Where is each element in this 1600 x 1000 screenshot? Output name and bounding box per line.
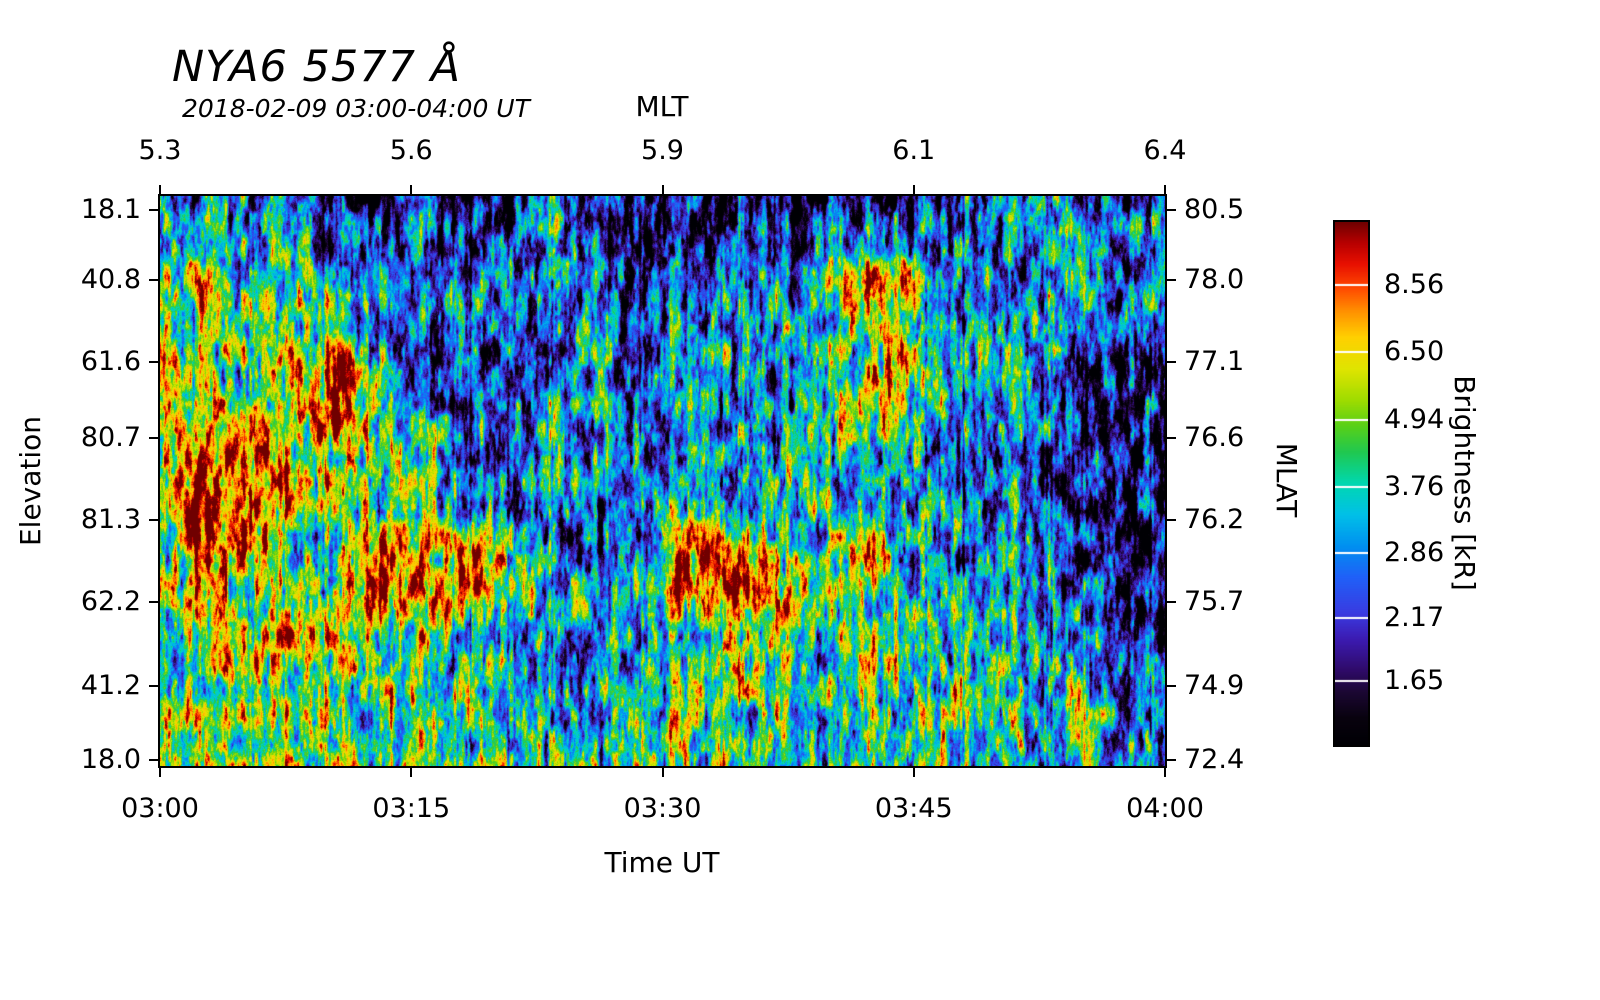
top-tick-label: 6.4 [1143, 135, 1187, 166]
top-tick-label: 5.3 [138, 135, 182, 166]
top-tick [661, 185, 664, 194]
right-tick [1167, 758, 1176, 761]
left-tick [149, 209, 158, 212]
left-tick [149, 278, 158, 281]
plot-frame [158, 194, 1167, 768]
right-tick [1167, 360, 1176, 363]
right-tick-label: 76.2 [1184, 503, 1245, 535]
heatmap-canvas [160, 196, 1165, 766]
chart-title: NYA6 5577 Å [172, 42, 462, 92]
bottom-axis-label: Time UT [604, 846, 720, 879]
right-tick-label: 72.4 [1184, 743, 1245, 775]
right-tick-label: 74.9 [1184, 670, 1245, 702]
colorbar-tick-label: 1.65 [1384, 665, 1445, 697]
colorbar-tick-label: 4.94 [1384, 404, 1445, 436]
right-tick-label: 75.7 [1184, 585, 1245, 617]
colorbar-tick-label: 8.56 [1384, 268, 1445, 300]
colorbar-tick-label: 2.17 [1384, 601, 1445, 633]
left-tick-label: 41.2 [80, 670, 141, 702]
bottom-tick [912, 768, 915, 777]
top-tick-label: 5.6 [389, 135, 433, 166]
right-tick-label: 77.1 [1184, 345, 1245, 377]
left-tick [149, 360, 158, 363]
top-tick [912, 185, 915, 194]
left-tick-label: 18.0 [80, 743, 141, 775]
right-axis-label: MLAT [1270, 442, 1303, 518]
left-tick-label: 62.2 [80, 585, 141, 617]
left-tick-label: 81.3 [80, 503, 141, 535]
right-tick-label: 76.6 [1184, 422, 1245, 454]
left-tick-label: 80.7 [80, 422, 141, 454]
bottom-tick [1164, 768, 1166, 777]
colorbar-tick-label: 3.76 [1384, 471, 1445, 503]
top-tick [159, 185, 161, 194]
right-tick-label: 80.5 [1184, 194, 1245, 226]
left-tick-label: 40.8 [80, 263, 141, 295]
bottom-tick-label: 03:15 [372, 793, 451, 824]
top-tick-label: 6.1 [892, 135, 936, 166]
left-tick-label: 18.1 [80, 194, 141, 226]
right-tick-label: 78.0 [1184, 263, 1245, 295]
left-tick [149, 758, 158, 761]
bottom-tick-label: 04:00 [1126, 793, 1204, 824]
left-tick [149, 685, 158, 688]
colorbar-canvas [1335, 222, 1368, 745]
colorbar-label: Brightness [kR] [1448, 375, 1481, 591]
left-tick-label: 61.6 [80, 345, 141, 377]
right-tick [1167, 685, 1176, 688]
right-tick [1167, 518, 1176, 521]
top-tick [1164, 185, 1166, 194]
bottom-tick [410, 768, 413, 777]
left-tick [149, 600, 158, 603]
chart-subtitle: 2018-02-09 03:00-04:00 UT [182, 94, 530, 123]
right-tick [1167, 600, 1176, 603]
top-tick-label: 5.9 [641, 135, 684, 166]
bottom-tick-label: 03:00 [121, 793, 199, 824]
bottom-tick-label: 03:30 [623, 793, 702, 824]
colorbar-frame [1333, 220, 1370, 747]
top-tick [410, 185, 413, 194]
colorbar-tick-label: 2.86 [1384, 537, 1445, 569]
left-tick [149, 518, 158, 521]
bottom-tick-label: 03:45 [874, 793, 953, 824]
colorbar-tick-label: 6.50 [1384, 336, 1445, 368]
left-axis-label: Elevation [14, 415, 47, 547]
bottom-tick [159, 768, 161, 777]
bottom-tick [661, 768, 664, 777]
right-tick [1167, 278, 1176, 281]
right-tick [1167, 209, 1176, 212]
right-tick [1167, 437, 1176, 440]
left-tick [149, 437, 158, 440]
top-axis-label: MLT [635, 90, 689, 123]
